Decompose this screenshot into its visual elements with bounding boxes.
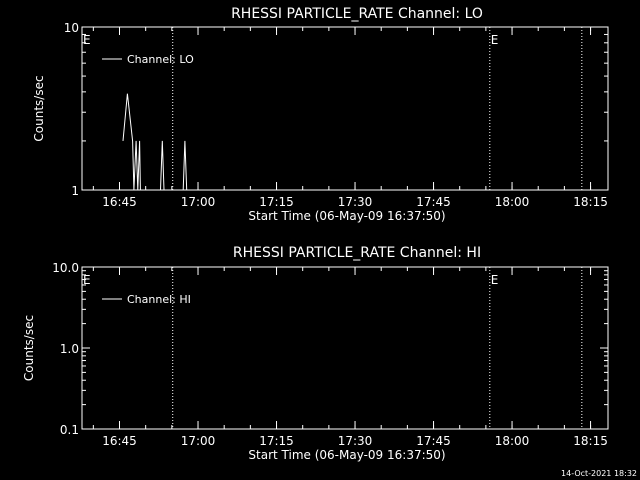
x-tick-label: 17:30: [338, 434, 373, 448]
edge-label: E: [83, 273, 91, 287]
x-tick-label: 16:45: [102, 195, 137, 209]
legend-label: Channel: LO: [127, 53, 194, 66]
y-tick-label: 0.1: [60, 423, 79, 437]
x-tick-label: 17:15: [259, 434, 294, 448]
y-axis-label: Counts/sec: [32, 75, 46, 141]
y-tick-label: 10: [64, 21, 79, 35]
event-label: E: [491, 33, 499, 47]
y-axis-label: Counts/sec: [22, 315, 36, 381]
plot-frame: [81, 26, 609, 191]
x-axis-label: Start Time (06-May-09 16:37:50): [248, 448, 445, 462]
x-tick-label: 18:00: [495, 195, 530, 209]
y-tick-label: 1.0: [60, 342, 79, 356]
event-label: E: [491, 273, 499, 287]
x-tick-label: 17:45: [416, 434, 451, 448]
x-tick-label: 17:00: [181, 434, 216, 448]
chart-title: RHESSI PARTICLE_RATE Channel: HI: [233, 245, 481, 261]
x-tick-label: 18:15: [573, 434, 608, 448]
x-tick-label: 17:15: [259, 195, 294, 209]
x-tick-label: 18:00: [495, 434, 530, 448]
x-tick-label: 17:45: [416, 195, 451, 209]
chart-title: RHESSI PARTICLE_RATE Channel: LO: [231, 6, 483, 22]
edge-label: E: [83, 33, 91, 47]
chart-panel-2: RHESSI PARTICLE_RATE Channel: HI Start Ti…: [22, 245, 609, 462]
y-tick-label: 10.0: [52, 261, 79, 275]
chart-panel-1: RHESSI PARTICLE_RATE Channel: LO Start Ti…: [32, 6, 609, 223]
series-line-1: [122, 93, 188, 191]
y-tick-label: 1: [71, 184, 79, 198]
legend-label: Channel: HI: [127, 293, 191, 306]
x-tick-label: 18:15: [573, 195, 608, 209]
date-stamp: 14-Oct-2021 18:32: [561, 469, 637, 478]
x-tick-label: 17:30: [338, 195, 373, 209]
x-tick-label: 17:00: [181, 195, 216, 209]
x-tick-label: 16:45: [102, 434, 137, 448]
x-axis-label: Start Time (06-May-09 16:37:50): [248, 209, 445, 223]
